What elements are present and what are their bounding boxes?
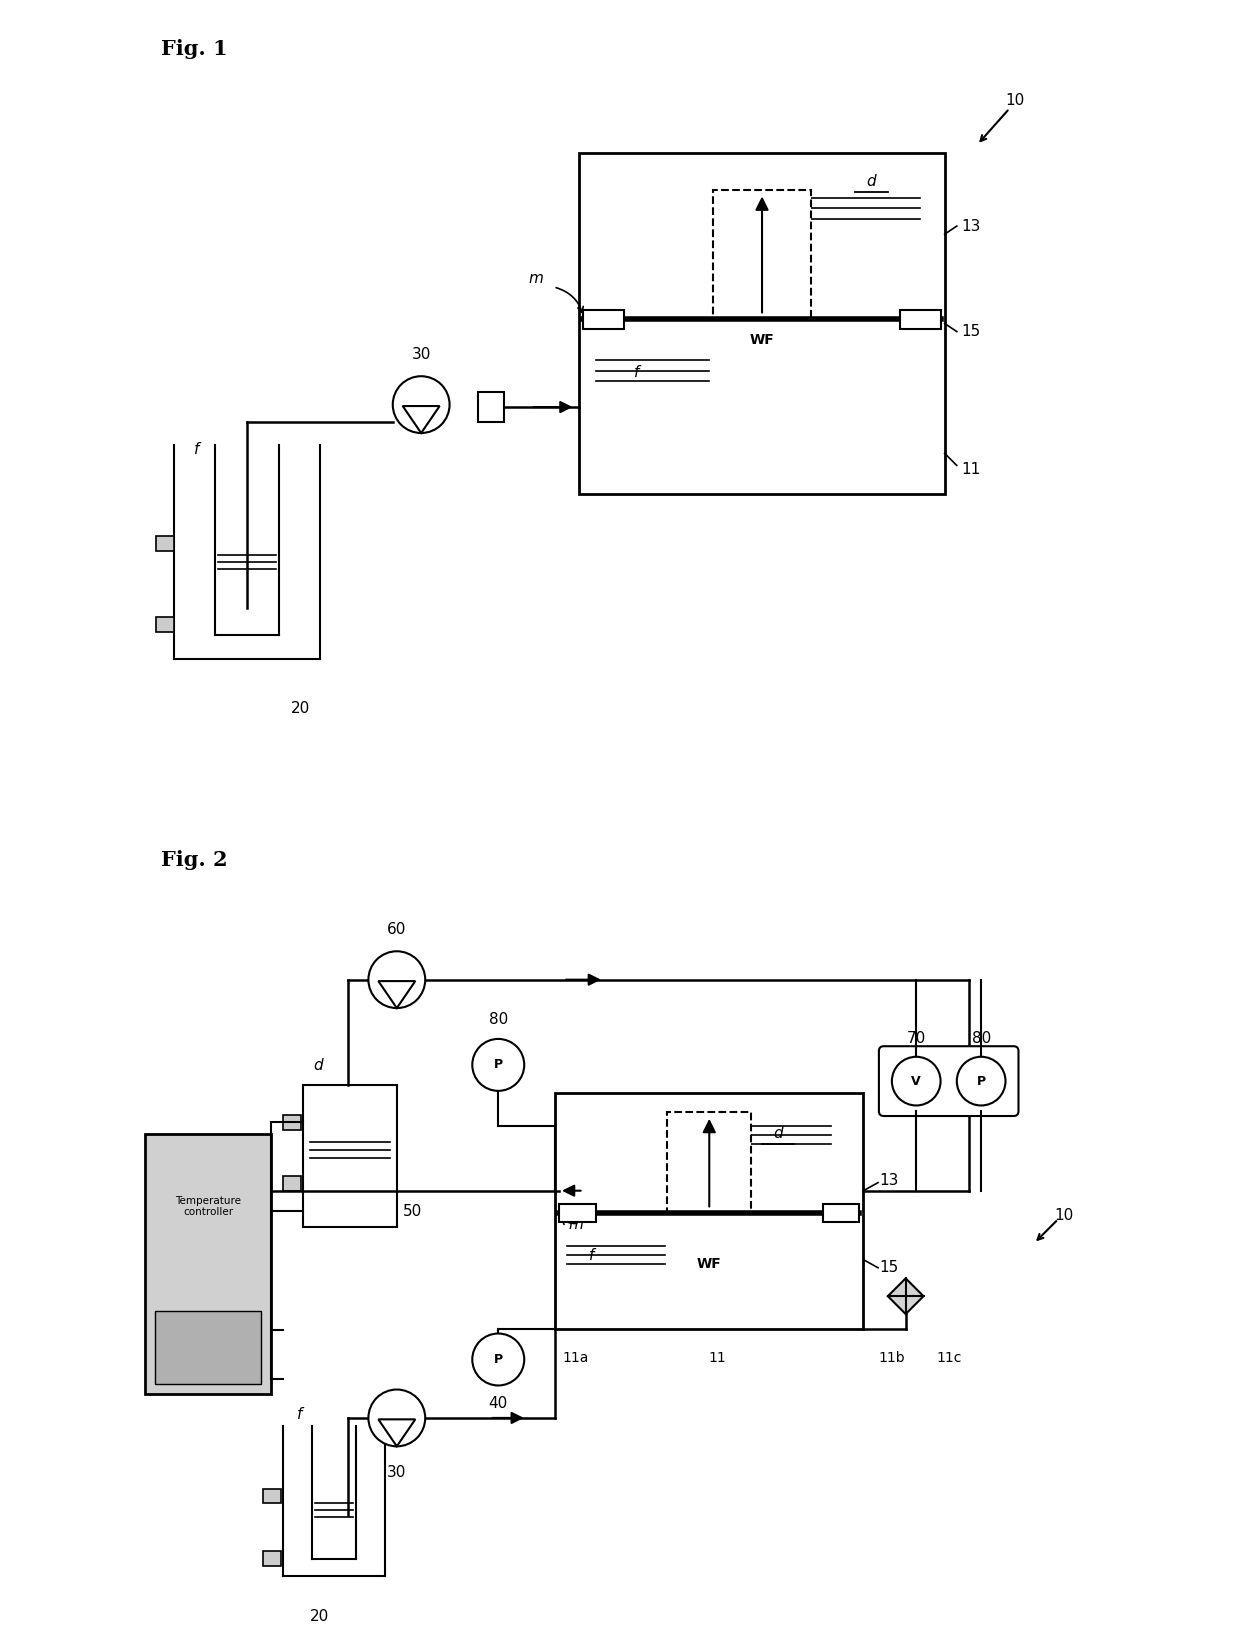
Circle shape: [368, 1389, 425, 1447]
Text: f: f: [634, 365, 639, 380]
Text: 30: 30: [387, 1465, 407, 1480]
Text: P: P: [977, 1075, 986, 1088]
Bar: [556, 1093, 863, 1328]
Text: 20: 20: [291, 700, 310, 715]
Text: 15: 15: [961, 324, 980, 339]
Text: P: P: [494, 1059, 503, 1072]
Text: d: d: [867, 174, 877, 189]
Bar: [304, 1085, 397, 1226]
Bar: [263, 1550, 280, 1565]
Bar: [667, 1111, 751, 1213]
Text: d: d: [314, 1059, 322, 1074]
Bar: [477, 391, 503, 423]
Bar: [155, 1312, 262, 1384]
Bar: [156, 536, 174, 551]
Text: 13: 13: [961, 219, 981, 233]
Text: 50: 50: [403, 1203, 423, 1220]
Bar: [156, 616, 174, 631]
Circle shape: [892, 1057, 941, 1105]
Bar: [283, 1175, 301, 1190]
Text: 80: 80: [971, 1031, 991, 1046]
Text: 11: 11: [708, 1351, 727, 1366]
Circle shape: [472, 1333, 525, 1386]
Circle shape: [472, 1039, 525, 1092]
Polygon shape: [403, 406, 440, 432]
Circle shape: [393, 376, 450, 432]
Text: 30: 30: [412, 347, 430, 362]
Text: f: f: [193, 442, 200, 457]
Bar: [579, 153, 945, 493]
Bar: [283, 1115, 301, 1129]
Text: 11b: 11b: [879, 1351, 905, 1366]
Text: 11c: 11c: [936, 1351, 961, 1366]
Bar: [145, 1134, 272, 1394]
Text: d: d: [774, 1126, 784, 1141]
Polygon shape: [378, 981, 415, 1008]
Bar: [263, 1488, 280, 1503]
Text: V: V: [911, 1075, 921, 1088]
Text: Fig. 2: Fig. 2: [161, 850, 228, 870]
Text: f: f: [296, 1407, 303, 1422]
Polygon shape: [378, 1419, 415, 1447]
Text: WF: WF: [697, 1256, 722, 1271]
Text: 80: 80: [489, 1011, 508, 1028]
Text: Temperature
controller: Temperature controller: [175, 1195, 241, 1218]
Text: 70: 70: [906, 1031, 926, 1046]
Text: 13: 13: [879, 1174, 899, 1189]
FancyBboxPatch shape: [879, 1046, 1018, 1116]
Text: 11a: 11a: [562, 1351, 589, 1366]
Text: 10: 10: [1054, 1208, 1074, 1223]
Bar: [559, 1205, 595, 1223]
Text: P: P: [494, 1353, 503, 1366]
Text: 40: 40: [489, 1396, 508, 1411]
Bar: [900, 309, 941, 329]
Text: 10: 10: [1006, 92, 1024, 109]
Text: f: f: [589, 1248, 594, 1263]
Text: 15: 15: [879, 1261, 899, 1276]
Bar: [584, 309, 624, 329]
Bar: [823, 1205, 859, 1223]
Polygon shape: [888, 1279, 924, 1314]
Text: WF: WF: [750, 332, 775, 347]
Circle shape: [957, 1057, 1006, 1105]
Text: m: m: [569, 1217, 584, 1233]
Text: Fig. 1: Fig. 1: [161, 39, 228, 59]
Circle shape: [368, 952, 425, 1008]
Text: 11: 11: [961, 462, 980, 477]
Text: m: m: [528, 271, 543, 286]
Text: 20: 20: [310, 1608, 330, 1624]
Bar: [713, 189, 811, 319]
Text: 60: 60: [387, 922, 407, 937]
